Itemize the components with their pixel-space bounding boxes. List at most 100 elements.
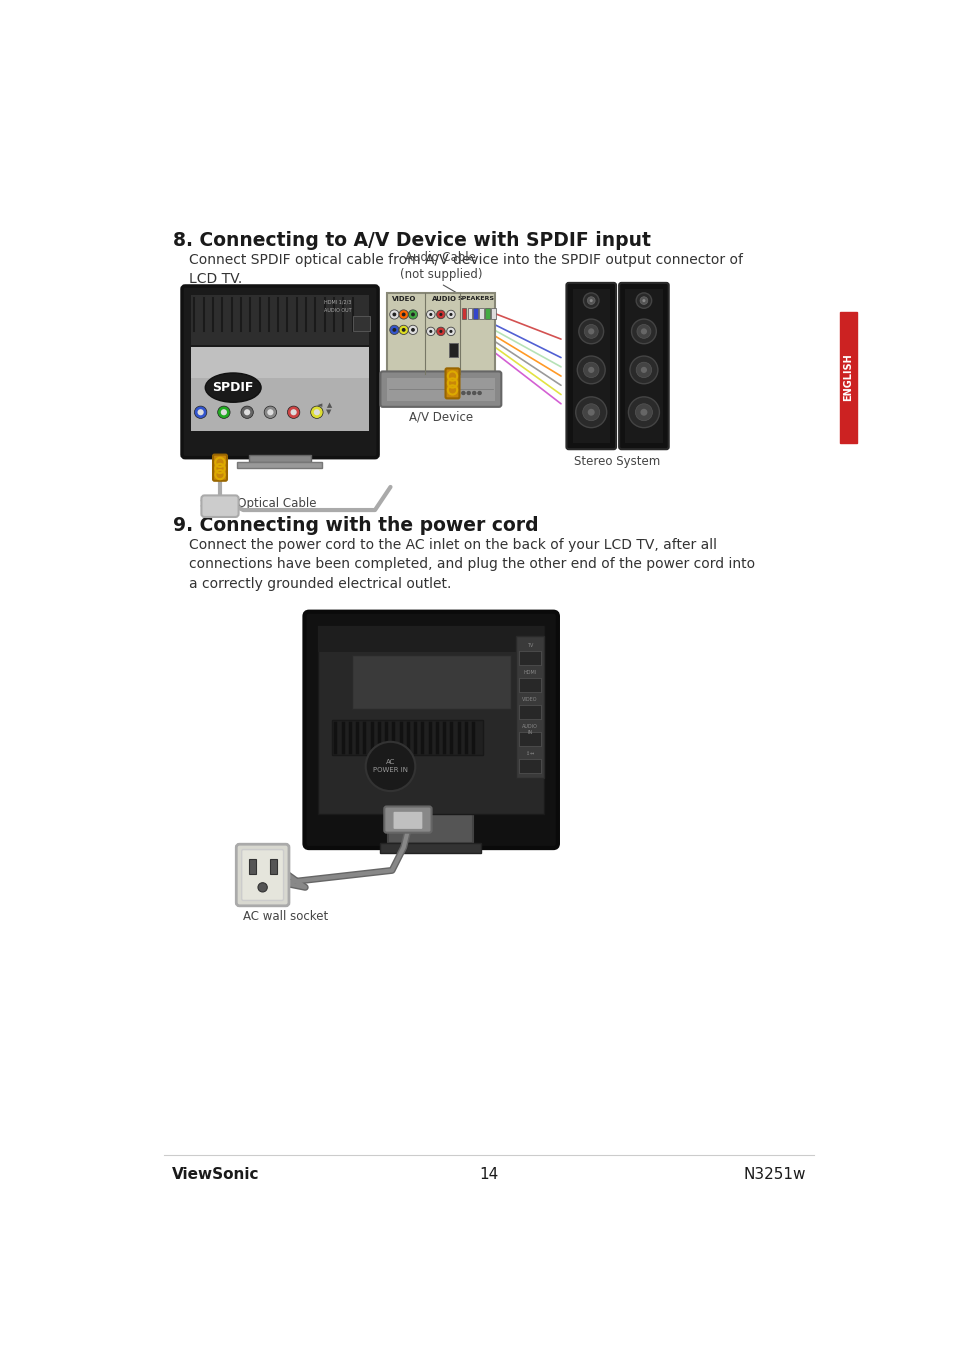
FancyBboxPatch shape xyxy=(384,806,431,833)
Circle shape xyxy=(426,327,435,336)
Circle shape xyxy=(477,392,481,396)
Circle shape xyxy=(449,313,452,316)
Text: HDMI: HDMI xyxy=(523,670,536,675)
Bar xyxy=(352,655,510,709)
Text: Connect the power cord to the AC inlet on the back of your LCD TV, after all
con: Connect the power cord to the AC inlet o… xyxy=(189,537,755,591)
Bar xyxy=(518,651,540,664)
Circle shape xyxy=(291,409,296,416)
Circle shape xyxy=(439,313,442,316)
Text: TV: TV xyxy=(526,643,533,648)
Bar xyxy=(518,705,540,718)
FancyBboxPatch shape xyxy=(213,455,227,481)
FancyBboxPatch shape xyxy=(445,369,459,398)
Text: AUDIO
IN: AUDIO IN xyxy=(521,724,537,734)
Bar xyxy=(249,455,311,462)
FancyBboxPatch shape xyxy=(241,849,283,900)
Circle shape xyxy=(446,310,455,319)
FancyBboxPatch shape xyxy=(236,844,289,906)
Circle shape xyxy=(639,409,647,416)
Circle shape xyxy=(583,324,598,339)
Circle shape xyxy=(287,406,299,418)
Circle shape xyxy=(398,310,408,319)
Circle shape xyxy=(641,300,645,302)
Text: VIDEO: VIDEO xyxy=(521,697,537,702)
Text: Audio Cable
(not supplied): Audio Cable (not supplied) xyxy=(399,251,481,281)
Text: A/V Device: A/V Device xyxy=(409,410,473,424)
Circle shape xyxy=(244,409,250,416)
Circle shape xyxy=(217,406,230,418)
Circle shape xyxy=(436,327,445,336)
Text: SPEAKERS: SPEAKERS xyxy=(456,296,494,301)
Bar xyxy=(461,308,466,319)
Circle shape xyxy=(392,328,395,332)
Circle shape xyxy=(439,329,442,333)
Bar xyxy=(518,759,540,772)
Text: 9. Connecting with the power cord: 9. Connecting with the power cord xyxy=(173,516,538,535)
Circle shape xyxy=(631,319,656,344)
FancyBboxPatch shape xyxy=(393,811,422,830)
FancyBboxPatch shape xyxy=(304,612,558,848)
Circle shape xyxy=(314,409,319,416)
Bar xyxy=(484,308,489,319)
Text: AUDIO OUT: AUDIO OUT xyxy=(324,308,352,313)
Text: SPDIF Optical Cable: SPDIF Optical Cable xyxy=(200,497,316,510)
Circle shape xyxy=(408,310,417,319)
Circle shape xyxy=(390,310,398,319)
Bar xyxy=(249,859,255,875)
FancyBboxPatch shape xyxy=(380,371,500,406)
Circle shape xyxy=(411,313,415,316)
Text: HDMI 1/2/3: HDMI 1/2/3 xyxy=(324,300,352,305)
Text: N3251w: N3251w xyxy=(742,1166,805,1181)
Bar xyxy=(388,814,473,844)
Circle shape xyxy=(629,356,658,383)
Circle shape xyxy=(436,310,445,319)
Circle shape xyxy=(429,313,432,316)
Circle shape xyxy=(577,356,604,383)
Text: VIDEO: VIDEO xyxy=(391,296,416,302)
FancyBboxPatch shape xyxy=(618,284,668,450)
Bar xyxy=(448,343,457,356)
Bar xyxy=(380,844,480,853)
Text: ViewSonic: ViewSonic xyxy=(172,1166,259,1181)
Circle shape xyxy=(640,328,646,335)
Circle shape xyxy=(587,297,595,305)
Text: ENGLISH: ENGLISH xyxy=(842,354,853,401)
Bar xyxy=(236,462,322,468)
Text: SPDIF: SPDIF xyxy=(213,381,253,394)
Circle shape xyxy=(587,328,594,335)
Bar xyxy=(332,721,483,755)
Circle shape xyxy=(390,325,398,335)
Bar xyxy=(192,347,369,432)
Bar xyxy=(518,678,540,691)
Bar xyxy=(473,308,477,319)
Circle shape xyxy=(628,397,659,428)
Text: 14: 14 xyxy=(478,1166,498,1181)
Bar xyxy=(353,316,370,331)
Text: AC wall socket: AC wall socket xyxy=(243,910,328,923)
Bar xyxy=(318,625,543,814)
Circle shape xyxy=(241,406,253,418)
Bar xyxy=(491,308,495,319)
Circle shape xyxy=(587,409,594,416)
Bar xyxy=(624,289,661,443)
FancyBboxPatch shape xyxy=(201,495,238,517)
Circle shape xyxy=(398,325,408,335)
Bar xyxy=(467,308,472,319)
Circle shape xyxy=(450,392,454,396)
Circle shape xyxy=(311,406,323,418)
Text: Stereo System: Stereo System xyxy=(574,455,660,467)
Circle shape xyxy=(257,883,267,892)
Circle shape xyxy=(575,397,606,428)
Circle shape xyxy=(411,328,415,332)
Bar xyxy=(270,859,276,875)
Circle shape xyxy=(365,741,415,791)
Circle shape xyxy=(197,409,204,416)
Circle shape xyxy=(635,404,652,421)
Circle shape xyxy=(589,300,592,302)
Bar xyxy=(518,732,540,745)
FancyBboxPatch shape xyxy=(182,286,377,458)
Circle shape xyxy=(267,409,274,416)
Circle shape xyxy=(429,329,432,333)
Circle shape xyxy=(640,367,646,373)
Bar xyxy=(192,296,369,346)
